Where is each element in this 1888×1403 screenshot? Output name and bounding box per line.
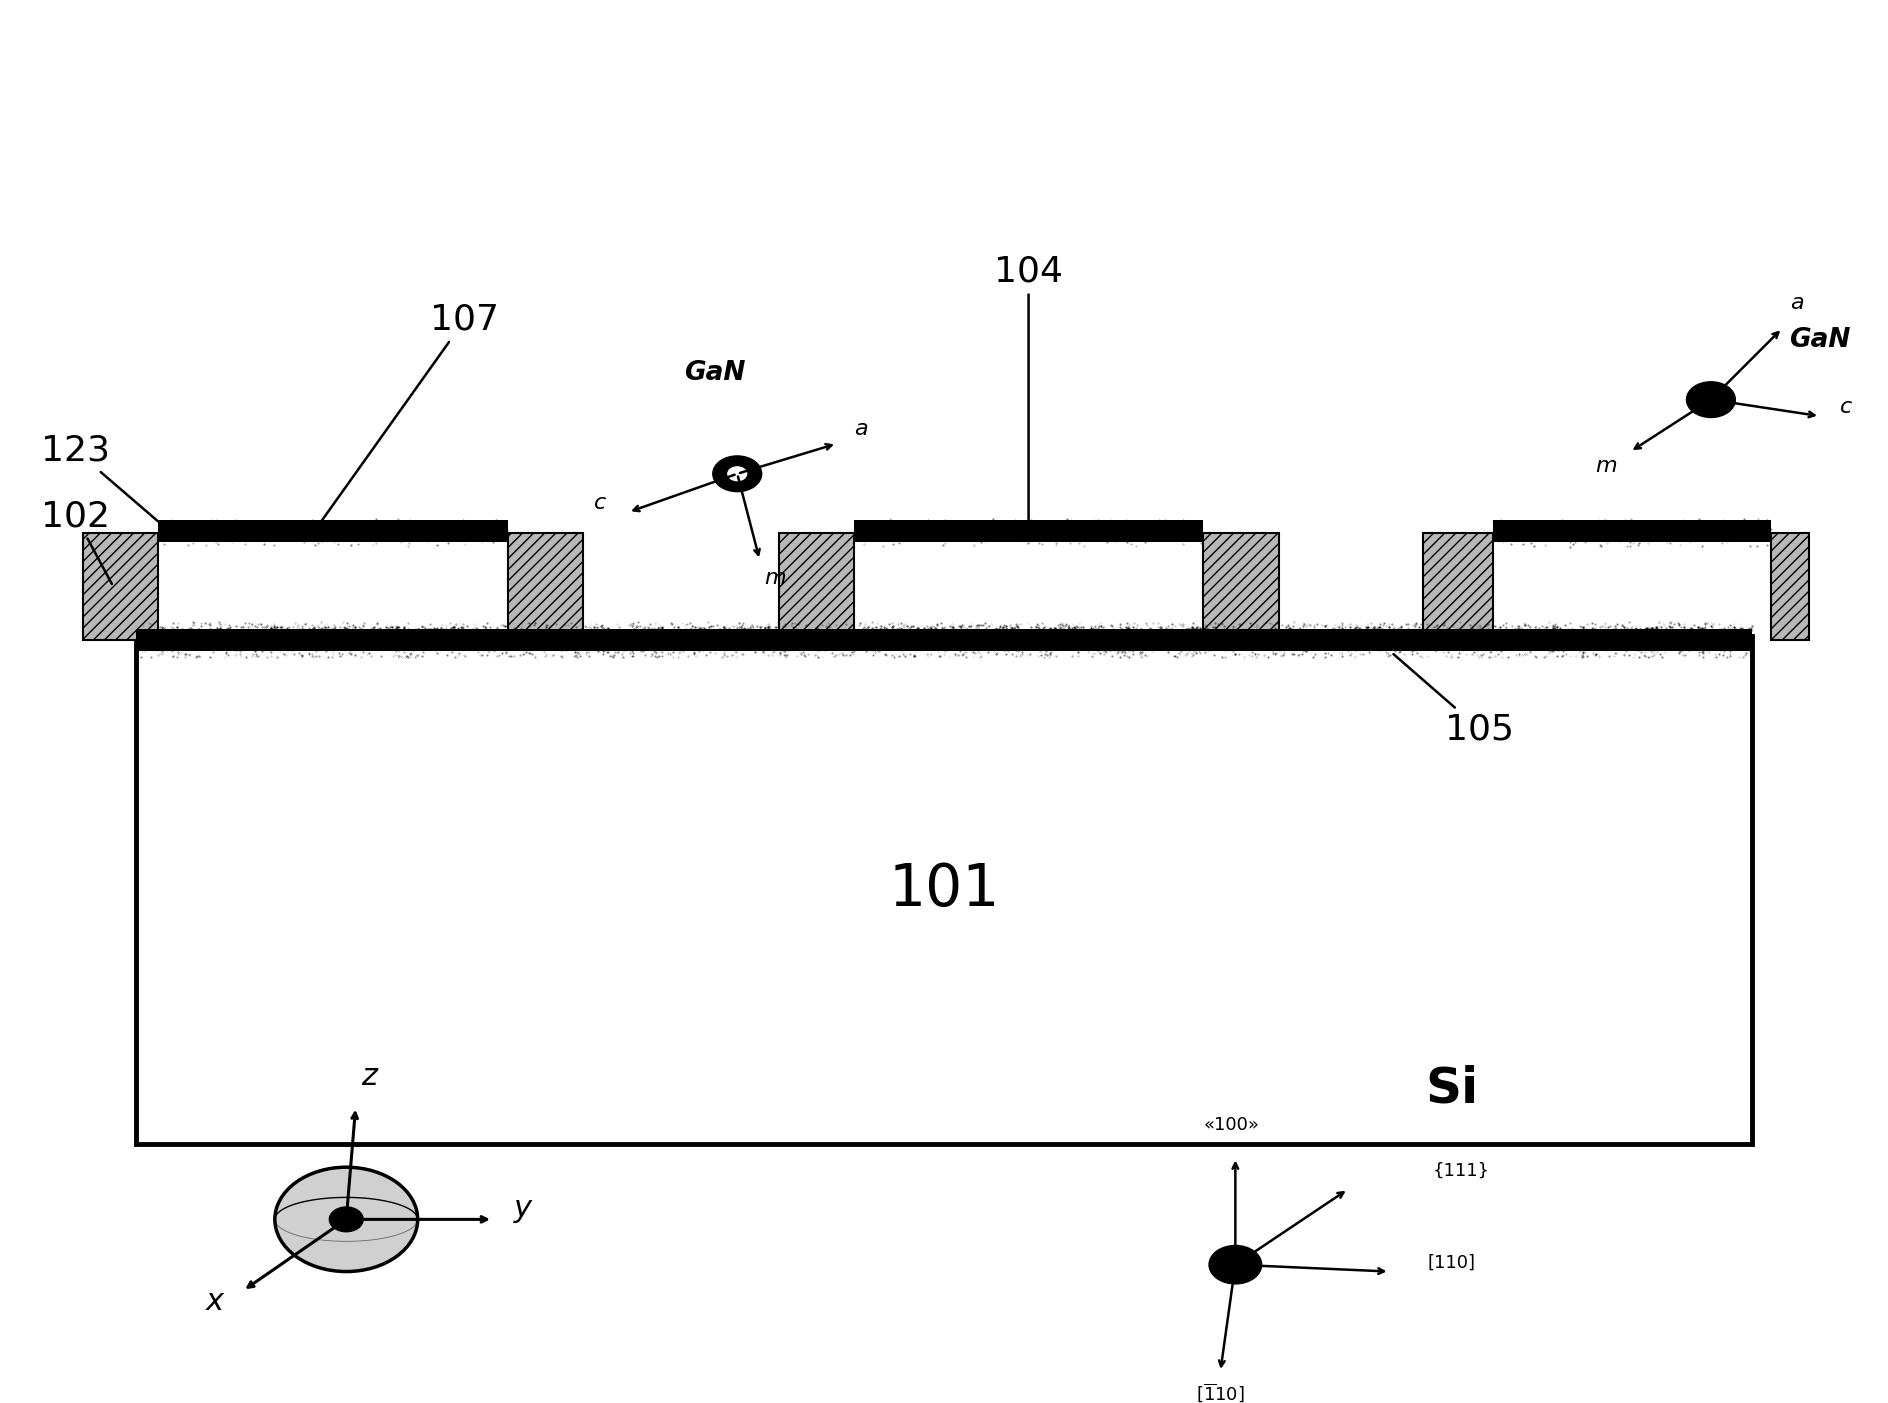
Text: a: a bbox=[855, 419, 868, 439]
Text: c: c bbox=[1841, 397, 1852, 417]
Text: Si: Si bbox=[1425, 1065, 1478, 1113]
Text: y: y bbox=[514, 1194, 532, 1222]
Text: «100»: «100» bbox=[1203, 1117, 1259, 1134]
Circle shape bbox=[1686, 382, 1735, 418]
Circle shape bbox=[276, 1167, 417, 1271]
Bar bbox=[136, 629, 1752, 651]
Text: 107: 107 bbox=[321, 303, 498, 521]
Polygon shape bbox=[1424, 533, 1493, 640]
Text: a: a bbox=[1790, 293, 1805, 313]
Circle shape bbox=[1208, 1246, 1261, 1284]
Text: 104: 104 bbox=[995, 255, 1063, 521]
Text: GaN: GaN bbox=[1790, 327, 1850, 354]
Bar bbox=[1493, 521, 1771, 543]
Text: m: m bbox=[1595, 456, 1616, 477]
Text: 105: 105 bbox=[1393, 654, 1514, 746]
Polygon shape bbox=[1771, 533, 1809, 640]
Text: [$\overline{1}$10]: [$\overline{1}$10] bbox=[1195, 1381, 1244, 1403]
Polygon shape bbox=[778, 533, 853, 640]
Bar bbox=[853, 521, 1203, 543]
Text: GaN: GaN bbox=[683, 361, 746, 386]
Text: z: z bbox=[361, 1062, 378, 1090]
Bar bbox=[159, 521, 508, 543]
Text: x: x bbox=[206, 1287, 223, 1316]
Circle shape bbox=[329, 1207, 362, 1232]
Text: 123: 123 bbox=[42, 434, 159, 522]
Polygon shape bbox=[508, 533, 583, 640]
Text: [110]: [110] bbox=[1427, 1253, 1475, 1271]
Text: m: m bbox=[765, 568, 785, 588]
Circle shape bbox=[714, 456, 761, 491]
Text: 101: 101 bbox=[889, 861, 999, 919]
Text: 102: 102 bbox=[42, 499, 111, 584]
Circle shape bbox=[729, 467, 746, 481]
Polygon shape bbox=[83, 533, 159, 640]
Text: {111}: {111} bbox=[1433, 1162, 1490, 1180]
Text: c: c bbox=[595, 494, 606, 513]
Polygon shape bbox=[1203, 533, 1278, 640]
Bar bbox=[136, 636, 1752, 1143]
